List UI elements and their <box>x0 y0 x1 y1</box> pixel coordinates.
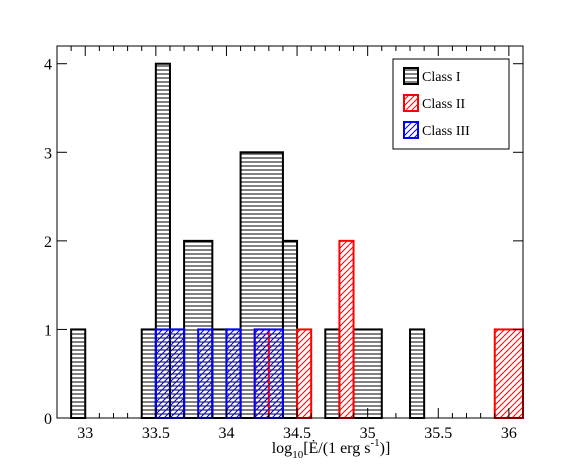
x-tick-label: 35 <box>360 425 376 442</box>
bar-class-ii-2 <box>338 239 355 419</box>
x-tick-label: 35.5 <box>424 425 452 442</box>
x-axis-label-middle: [Ė/(1 erg s <box>303 439 370 457</box>
bar-class-i-5 <box>211 328 228 419</box>
legend-swatch-class-ii <box>403 94 419 112</box>
x-tick-label: 33 <box>77 425 93 442</box>
y-tick-label: 0 <box>44 411 52 428</box>
bar-class-i-10 <box>352 328 383 419</box>
x-tick-label: 34.5 <box>283 425 311 442</box>
bar-class-i-9 <box>324 328 341 419</box>
x-axis-label-superscript: -1 <box>370 437 379 449</box>
legend-swatch-class-iii <box>403 121 419 139</box>
bar-class-iii-2 <box>225 328 242 419</box>
bars-layer <box>70 62 524 420</box>
y-tick-label: 4 <box>44 57 52 74</box>
y-tick-label: 2 <box>44 234 52 251</box>
legend-label-class-ii: Class II <box>422 97 466 112</box>
bar-class-iii-1 <box>197 328 214 419</box>
bar-class-i-8 <box>281 239 299 419</box>
x-tick-label: 34 <box>218 425 234 442</box>
legend-label-class-i: Class I <box>422 70 461 85</box>
bar-class-iii-3 <box>253 328 284 419</box>
bar-class-i-1 <box>140 328 157 419</box>
bar-class-i-11 <box>409 328 426 419</box>
x-tick-label: 33.5 <box>142 425 170 442</box>
bar-class-ii-3 <box>493 328 524 419</box>
x-axis-label-subscript: 10 <box>292 449 304 461</box>
x-tick-label: 36 <box>501 425 517 442</box>
y-tick-label: 1 <box>44 322 52 339</box>
bar-class-iii-0 <box>154 328 186 419</box>
bar-class-ii-1 <box>296 328 313 419</box>
x-axis-label-tail: )] <box>380 440 391 457</box>
x-axis-label: log10[Ė/(1 erg s-1)] <box>272 437 391 461</box>
legend-swatch-class-i <box>403 67 419 85</box>
legend-label-class-iii: Class III <box>422 124 470 139</box>
y-tick-label: 3 <box>44 145 52 162</box>
x-axis-label-base: log <box>272 440 292 457</box>
legend: Class I Class II Class III <box>392 58 510 150</box>
bar-class-i-0 <box>70 328 87 419</box>
plot-frame <box>56 45 524 419</box>
